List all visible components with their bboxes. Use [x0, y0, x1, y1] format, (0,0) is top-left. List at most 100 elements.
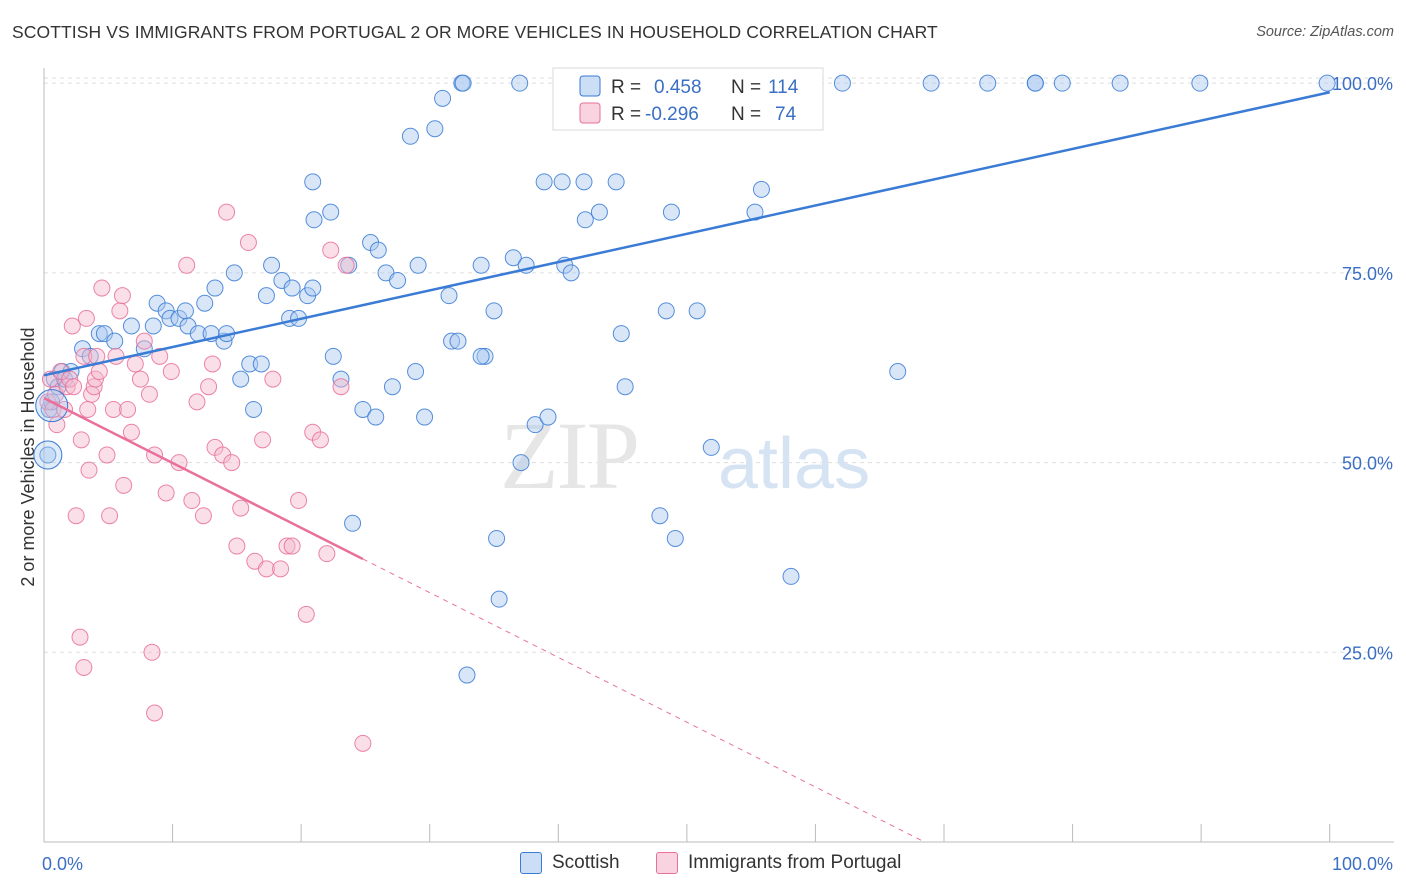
portugal-point-37	[151, 347, 169, 365]
scottish-point-62	[443, 332, 461, 350]
portugal-point-44	[194, 507, 212, 525]
scottish-point-72	[512, 454, 530, 472]
legend-swatch-portugal	[579, 102, 601, 124]
scottish-point-90	[662, 203, 680, 221]
scottish-point-108	[1111, 74, 1129, 92]
scottish-point-40	[304, 173, 322, 191]
portugal-point-28	[111, 302, 129, 320]
scottish-point-57	[409, 256, 427, 274]
portugal-point-30	[119, 400, 137, 418]
scottish-point-15	[144, 317, 162, 335]
scottish-point-12	[106, 332, 124, 350]
legend-swatch-portugal-bottom	[656, 852, 678, 874]
scottish-point-84	[607, 173, 625, 191]
x-tick-label-1: 100.0%	[1332, 854, 1393, 874]
portugal-point-12	[71, 628, 89, 646]
scottish-point-101	[833, 74, 851, 92]
portugal-point-66	[322, 241, 340, 259]
scottish-point-50	[367, 408, 385, 426]
scottish-point-107	[1053, 74, 1071, 92]
scottish-point-17	[157, 302, 175, 320]
scottish-point-88	[651, 507, 669, 525]
portugal-point-15	[77, 309, 95, 327]
portugal-point-68	[337, 256, 355, 274]
portugal-point-14	[75, 347, 93, 365]
scottish-point-106	[1026, 74, 1044, 92]
scottish-point-60	[434, 89, 452, 107]
scottish-point-75	[535, 173, 553, 191]
scottish-cluster-marker	[35, 389, 69, 423]
portugal-point-42	[183, 492, 201, 510]
portugal-point-52	[232, 499, 250, 517]
portugal-point-13	[72, 431, 90, 449]
legend-n-value-portugal: 74	[775, 104, 797, 125]
legend-label-portugal: Immigrants from Portugal	[688, 852, 902, 873]
portugal-point-4	[48, 416, 66, 434]
legend-item-scottish[interactable]: Scottish	[520, 852, 620, 874]
portugal-point-25	[101, 507, 119, 525]
scottish-point-18	[161, 309, 179, 327]
scottish-point-113	[472, 347, 490, 365]
portugal-point-23	[93, 279, 111, 297]
scottish-point-56	[407, 363, 425, 381]
legend-bottom: Scottish Immigrants from Portugal	[0, 850, 1406, 880]
scottish-point-83	[590, 203, 608, 221]
portugal-point-31	[122, 423, 140, 441]
portugal-point-10	[65, 378, 83, 396]
portugal-point-58	[272, 560, 290, 578]
portugal-point-8	[61, 370, 79, 388]
scottish-point-104	[979, 74, 997, 92]
scottish-point-58	[416, 408, 434, 426]
y-tick-label-0: 25.0%	[1342, 643, 1393, 663]
legend-item-portugal[interactable]: Immigrants from Portugal	[656, 852, 901, 874]
scottish-point-109	[1191, 74, 1209, 92]
portugal-point-20	[86, 370, 104, 388]
y-tick-label-3: 100.0%	[1332, 74, 1393, 94]
scottish-point-86	[616, 378, 634, 396]
y-tick-label-2: 75.0%	[1342, 264, 1393, 284]
watermark-atlas: atlas	[718, 424, 870, 504]
portugal-point-70	[75, 658, 93, 676]
scottish-point-30	[241, 355, 259, 373]
scottish-point-94	[702, 438, 720, 456]
scottish-point-110	[1318, 74, 1336, 92]
portugal-point-45	[200, 378, 218, 396]
scottish-cluster-marker-2	[33, 440, 63, 470]
portugal-point-69	[354, 734, 372, 752]
portugal-point-29	[115, 476, 133, 494]
portugal-point-55	[254, 431, 272, 449]
watermark: ZIP atlas	[500, 402, 870, 509]
scottish-point-70	[490, 590, 508, 608]
scottish-point-77	[553, 173, 571, 191]
scottish-point-47	[344, 514, 362, 532]
scottish-point-93	[688, 302, 706, 320]
scottish-point-34	[263, 256, 281, 274]
portugal-point-32	[126, 355, 144, 373]
scottish-point-68	[485, 302, 503, 320]
scottish-point-91	[666, 529, 684, 547]
legend-label-scottish: Scottish	[552, 852, 620, 873]
portugal-point-60	[283, 537, 301, 555]
source-label: Source: ZipAtlas.com	[1256, 24, 1394, 40]
scottish-point-25	[206, 279, 224, 297]
portugal-point-50	[223, 454, 241, 472]
axis-layer: 25.0% 50.0% 75.0% 100.0% 0.0% 100.0%	[42, 68, 1394, 874]
scottish-point-63	[449, 332, 467, 350]
y-axis-label: 2 or more Vehicles in Household	[18, 327, 38, 586]
scottish-point-102	[889, 363, 907, 381]
portugal-point-53	[239, 234, 257, 252]
scottish-point-44	[324, 347, 342, 365]
scottish-point-0	[39, 446, 57, 464]
legend-r-value-scottish: 0.458	[654, 77, 702, 98]
scottish-point-69	[488, 529, 506, 547]
portugal-point-38	[157, 484, 175, 502]
scottish-point-48	[354, 400, 372, 418]
legend-swatch-scottish	[579, 75, 601, 97]
scottish-point-74	[526, 416, 544, 434]
legend-n-value-scottish: 114	[768, 77, 799, 98]
scottish-point-85	[612, 325, 630, 343]
trend-line-scottish	[43, 91, 1330, 377]
trend-line-portugal-solid	[43, 396, 364, 561]
scottish-point-41	[304, 279, 322, 297]
